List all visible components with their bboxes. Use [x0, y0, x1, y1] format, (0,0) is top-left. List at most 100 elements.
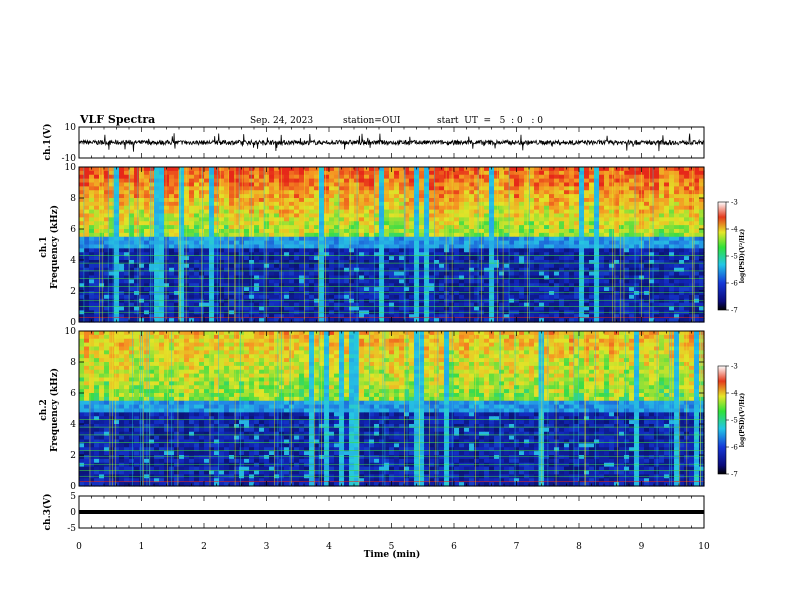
spectrogram-cell	[454, 229, 460, 234]
spectrogram-cell	[609, 252, 615, 257]
spectrogram-cell	[289, 174, 295, 180]
spectrogram-cell	[679, 291, 685, 296]
spectrogram-cell	[544, 217, 550, 222]
spectrogram-cell	[364, 298, 370, 304]
spectrogram-cell	[264, 178, 270, 184]
spectrogram-cell	[519, 194, 525, 199]
spectrogram-cell	[384, 170, 390, 176]
spectrogram-cell	[164, 256, 170, 261]
spectrogram-cell	[549, 287, 555, 292]
spectrogram-cell	[594, 240, 600, 246]
spectrogram-cell	[154, 240, 160, 246]
spectrogram-cell	[334, 271, 340, 277]
spectrogram-cell	[589, 229, 595, 234]
spectrogram-cell	[514, 221, 520, 226]
spectrogram-cell	[634, 217, 640, 222]
spectrogram-cell	[339, 302, 345, 308]
spectrogram-cell	[669, 279, 675, 284]
spectrogram-cell	[114, 236, 120, 242]
spectrogram-cell	[519, 298, 525, 304]
spectrogram-cell	[299, 198, 305, 203]
spectrogram-cell	[524, 287, 530, 292]
spectrogram-cell	[304, 174, 310, 180]
spectrogram-cell	[234, 283, 240, 288]
spectrogram-cell	[634, 260, 640, 265]
spectrogram-cell	[239, 294, 245, 300]
spectrogram-cell	[489, 256, 495, 261]
spectrogram-cell	[284, 279, 290, 284]
spectrogram-cell	[284, 256, 290, 261]
spectrogram-cell	[84, 291, 90, 296]
spectrogram-cell	[134, 182, 140, 187]
spectrogram-cell	[389, 298, 395, 304]
spectrogram-cell	[349, 248, 355, 253]
spectrogram-cell	[119, 294, 125, 300]
spectrogram-cell	[84, 236, 90, 242]
spectrogram-cell	[94, 248, 100, 253]
spectrogram-cell	[424, 198, 430, 203]
spectrogram-cell	[394, 314, 400, 319]
spectrogram-cell	[159, 283, 165, 288]
spectrogram-cell	[89, 267, 95, 273]
spectrogram-cell	[534, 244, 540, 249]
spectrogram-cell	[304, 283, 310, 288]
spectrogram-cell	[324, 306, 330, 311]
spectrogram-cell	[459, 221, 465, 226]
spectrogram-cell	[434, 302, 440, 308]
spectrogram-cell	[79, 256, 85, 261]
spectrogram-cell	[299, 205, 305, 211]
spectrogram-cell	[689, 182, 695, 187]
spectrogram-cell	[664, 178, 670, 184]
spectrogram-cell	[554, 279, 560, 284]
spectrogram-cell	[189, 174, 195, 180]
spectrogram-cell	[594, 182, 600, 187]
spectrogram-cell	[279, 294, 285, 300]
spectrogram-cell	[309, 182, 315, 187]
spectrogram-cell	[494, 267, 500, 273]
spectrogram-cell	[649, 167, 655, 172]
spectrogram-cell	[389, 236, 395, 242]
spectrogram-cell	[674, 190, 680, 195]
spectrogram-cell	[244, 213, 250, 218]
spectrogram-cell	[304, 190, 310, 195]
spectrogram-cell	[309, 201, 315, 207]
spectrogram-cell	[319, 294, 325, 300]
spectrogram-cell	[464, 198, 470, 203]
spectrogram-cell	[404, 240, 410, 246]
spectrogram-cell	[594, 298, 600, 304]
spectrogram-cell	[319, 275, 325, 280]
spectrogram-cell	[629, 182, 635, 187]
spectrogram-cell	[614, 182, 620, 187]
spectrogram-cell	[104, 287, 110, 292]
spectrogram-cell	[374, 194, 380, 199]
spectrogram-cell	[409, 232, 415, 238]
spectrogram-cell	[134, 186, 140, 191]
spectrogram-cell	[359, 201, 365, 207]
spectrogram-cell	[179, 271, 185, 277]
spectrogram-cell	[309, 248, 315, 253]
spectrogram-cell	[614, 194, 620, 199]
spectrogram-cell	[589, 194, 595, 199]
spectrogram-cell	[529, 267, 535, 273]
spectrogram-cell	[264, 221, 270, 226]
spectrogram-cell	[454, 194, 460, 199]
spectrogram-cell	[379, 201, 385, 207]
spectrogram-cell	[549, 178, 555, 184]
spectrogram-cell	[484, 263, 490, 269]
spectrogram-cell	[534, 263, 540, 269]
spectrogram-cell	[679, 198, 685, 203]
spectrogram-cell	[544, 260, 550, 265]
spectrogram-cell	[424, 279, 430, 284]
spectrogram-cell	[284, 267, 290, 273]
spectrogram-cell	[169, 174, 175, 180]
spectrogram-cell	[569, 190, 575, 195]
spectrogram-cell	[349, 225, 355, 230]
spectrogram-cell	[304, 167, 310, 172]
spectrogram-cell	[469, 263, 475, 269]
spectrogram-cell	[619, 314, 625, 319]
spectrogram-cell	[459, 240, 465, 246]
spectrogram-cell	[374, 260, 380, 265]
spectrogram-cell	[374, 271, 380, 277]
spectrogram-cell	[359, 167, 365, 172]
spectrogram-cell	[94, 294, 100, 300]
